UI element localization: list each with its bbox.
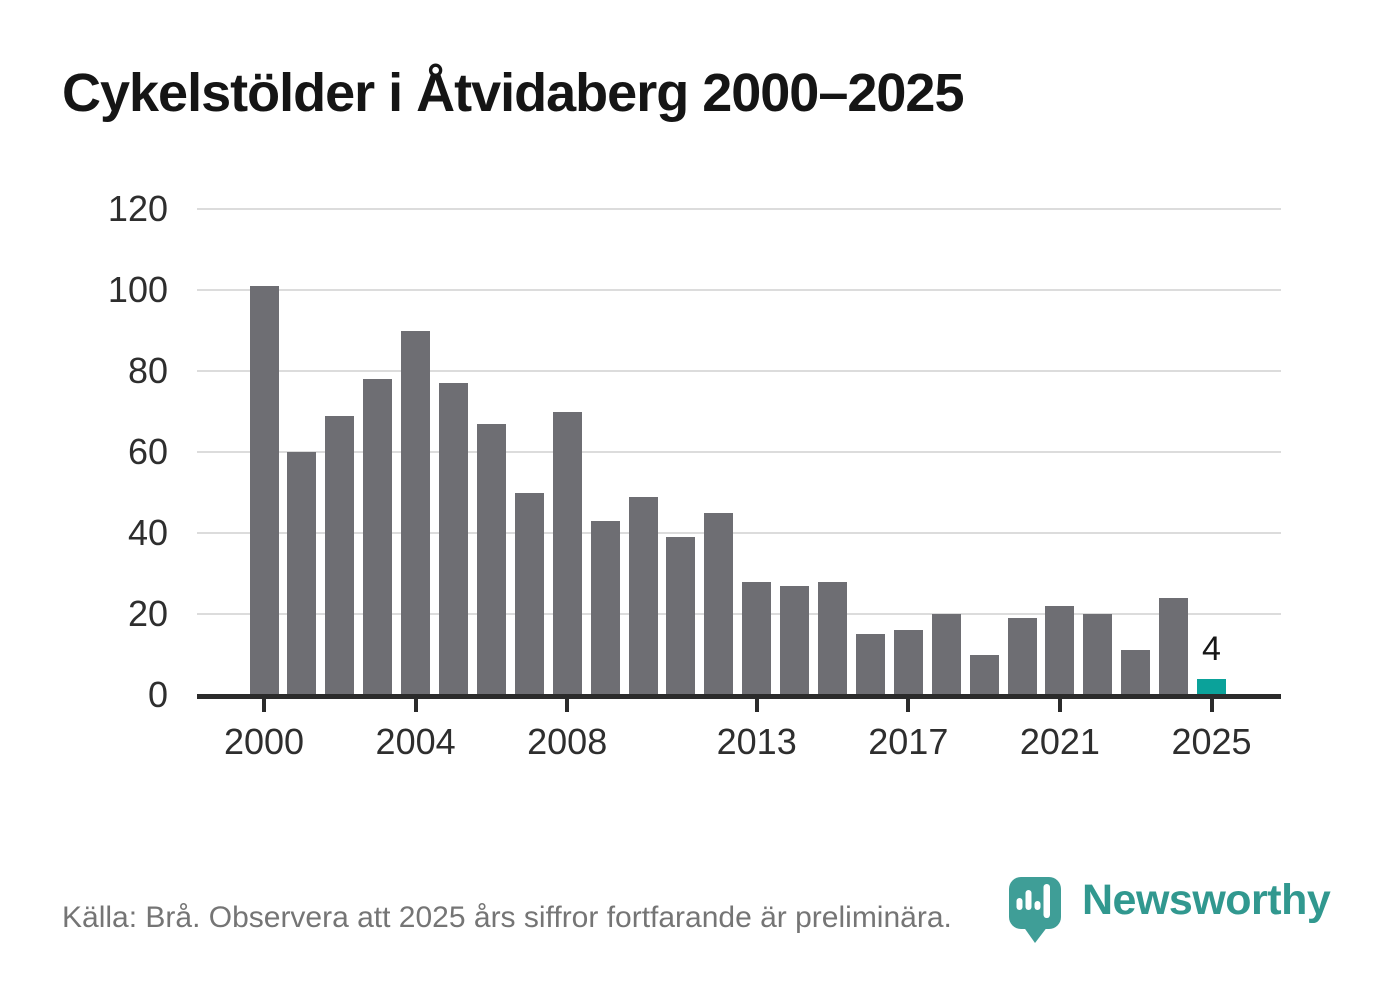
newsworthy-wordmark: Newsworthy <box>1082 876 1331 924</box>
y-tick-label-80: 80 <box>127 350 168 391</box>
bar-2017 <box>893 630 923 695</box>
bar-2008 <box>552 411 582 695</box>
gridline-120 <box>197 208 1281 210</box>
bar-2011 <box>666 537 696 695</box>
gridline-20 <box>197 613 1281 615</box>
gridline-100 <box>197 289 1281 291</box>
bar-2019 <box>969 654 999 695</box>
bar-2016 <box>855 634 885 695</box>
bar-2025 <box>1197 678 1226 695</box>
gridline-80 <box>197 370 1281 372</box>
y-tick-label-20: 20 <box>127 593 168 634</box>
bar-2005 <box>439 383 468 695</box>
bar-2009 <box>590 520 620 695</box>
bar-2018 <box>931 614 961 695</box>
bar-2013 <box>742 581 772 695</box>
bar-2012 <box>704 512 734 695</box>
x-axis-line <box>197 694 1281 699</box>
gridline-40 <box>197 532 1281 534</box>
y-tick-label-120: 120 <box>107 188 168 229</box>
x-tick-label-2004: 2004 <box>375 721 456 762</box>
x-tick-2000 <box>262 699 266 712</box>
x-axis: 2000 2004 2008 2013 2017 2021 2025 <box>197 699 1281 779</box>
y-tick-label-60: 60 <box>127 431 168 472</box>
x-tick-label-2000: 2000 <box>223 721 305 762</box>
newsworthy-pin-barchart-icon <box>1009 877 1061 943</box>
bar-2001 <box>287 452 317 695</box>
x-tick-2025 <box>1209 699 1214 712</box>
bar-2003 <box>363 379 393 695</box>
x-tick-2008 <box>565 699 570 712</box>
bar-2004 <box>401 330 431 695</box>
x-tick-label-2008: 2008 <box>527 721 608 762</box>
bar-2015 <box>818 581 847 695</box>
bar-value-label-2025: 4 <box>1202 629 1221 668</box>
bar-2006 <box>476 423 506 695</box>
x-tick-label-2017: 2017 <box>868 721 949 762</box>
x-tick-label-2021: 2021 <box>1019 721 1100 762</box>
bar-2020 <box>1007 618 1037 695</box>
x-tick-2013 <box>754 699 759 712</box>
plot-area: 4 <box>197 208 1281 695</box>
bar-2002 <box>325 415 355 695</box>
y-tick-label-40: 40 <box>127 512 168 553</box>
bar-2022 <box>1083 614 1113 695</box>
source-note: Källa: Brå. Observera att 2025 års siffr… <box>62 901 952 934</box>
bar-2024 <box>1159 597 1189 695</box>
x-tick-label-2025: 2025 <box>1171 721 1252 762</box>
y-tick-label-0: 0 <box>147 674 168 715</box>
x-tick-label-2013: 2013 <box>716 721 797 762</box>
bar-2021 <box>1045 605 1075 695</box>
bar-2023 <box>1121 650 1151 695</box>
bar-2007 <box>514 492 544 695</box>
bar-2000 <box>249 285 279 695</box>
x-tick-2004 <box>413 699 418 712</box>
bar-2010 <box>628 496 658 695</box>
x-tick-2017 <box>906 699 911 712</box>
y-tick-label-100: 100 <box>107 269 168 310</box>
bar-2014 <box>780 585 810 695</box>
chart-title: Cykelstölder i Åtvidaberg 2000–2025 <box>62 63 964 123</box>
gridline-60 <box>197 451 1281 453</box>
x-tick-2021 <box>1057 699 1062 712</box>
